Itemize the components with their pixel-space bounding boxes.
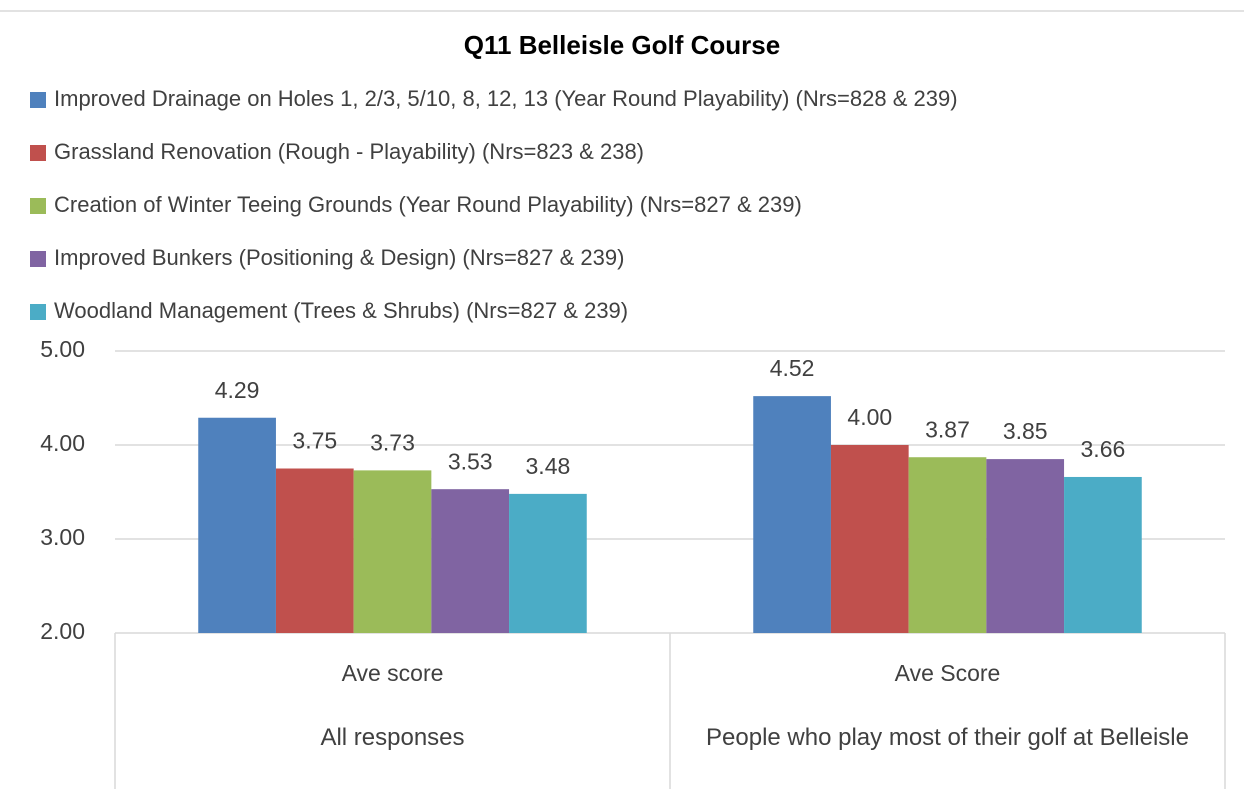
y-tick-label: 4.00 xyxy=(40,430,85,456)
legend-swatch xyxy=(30,92,46,108)
bar xyxy=(275,468,354,633)
bar xyxy=(1064,476,1142,633)
legend-label: Creation of Winter Teeing Grounds (Year … xyxy=(54,192,802,217)
data-label: 3.73 xyxy=(370,429,415,455)
bar xyxy=(509,493,587,633)
bar xyxy=(986,459,1065,633)
bar xyxy=(198,417,276,633)
bar xyxy=(830,445,909,633)
data-label: 3.87 xyxy=(925,416,970,442)
bar xyxy=(353,470,432,633)
y-tick-label: 3.00 xyxy=(40,524,85,550)
data-label: 4.52 xyxy=(770,355,815,381)
data-label: 3.75 xyxy=(292,428,337,454)
legend-swatch xyxy=(30,304,46,320)
data-label: 3.85 xyxy=(1003,418,1048,444)
legend-label: Grassland Renovation (Rough - Playabilit… xyxy=(54,139,644,164)
legend-label: Improved Drainage on Holes 1, 2/3, 5/10,… xyxy=(54,86,958,111)
data-label: 4.00 xyxy=(847,404,892,430)
legend-swatch xyxy=(30,198,46,214)
legend-label: Improved Bunkers (Positioning & Design) … xyxy=(54,245,624,270)
data-label: 3.66 xyxy=(1081,436,1126,462)
chart-title: Q11 Belleisle Golf Course xyxy=(464,30,780,60)
bar xyxy=(431,489,510,633)
bar xyxy=(908,457,987,633)
category-group-label: All responses xyxy=(320,724,465,751)
data-label: 3.48 xyxy=(526,453,571,479)
legend-label: Woodland Management (Trees & Shrubs) (Nr… xyxy=(54,298,628,323)
category-group-label: People who play most of their golf at Be… xyxy=(706,724,1189,751)
x-tick-label: Ave Score xyxy=(895,660,1001,686)
y-tick-label: 5.00 xyxy=(40,336,85,362)
legend-swatch xyxy=(30,251,46,267)
legend-swatch xyxy=(30,145,46,161)
data-label: 4.29 xyxy=(215,377,260,403)
data-label: 3.53 xyxy=(448,448,493,474)
bar xyxy=(753,396,831,633)
x-tick-label: Ave score xyxy=(342,660,444,686)
y-tick-label: 2.00 xyxy=(40,618,85,644)
